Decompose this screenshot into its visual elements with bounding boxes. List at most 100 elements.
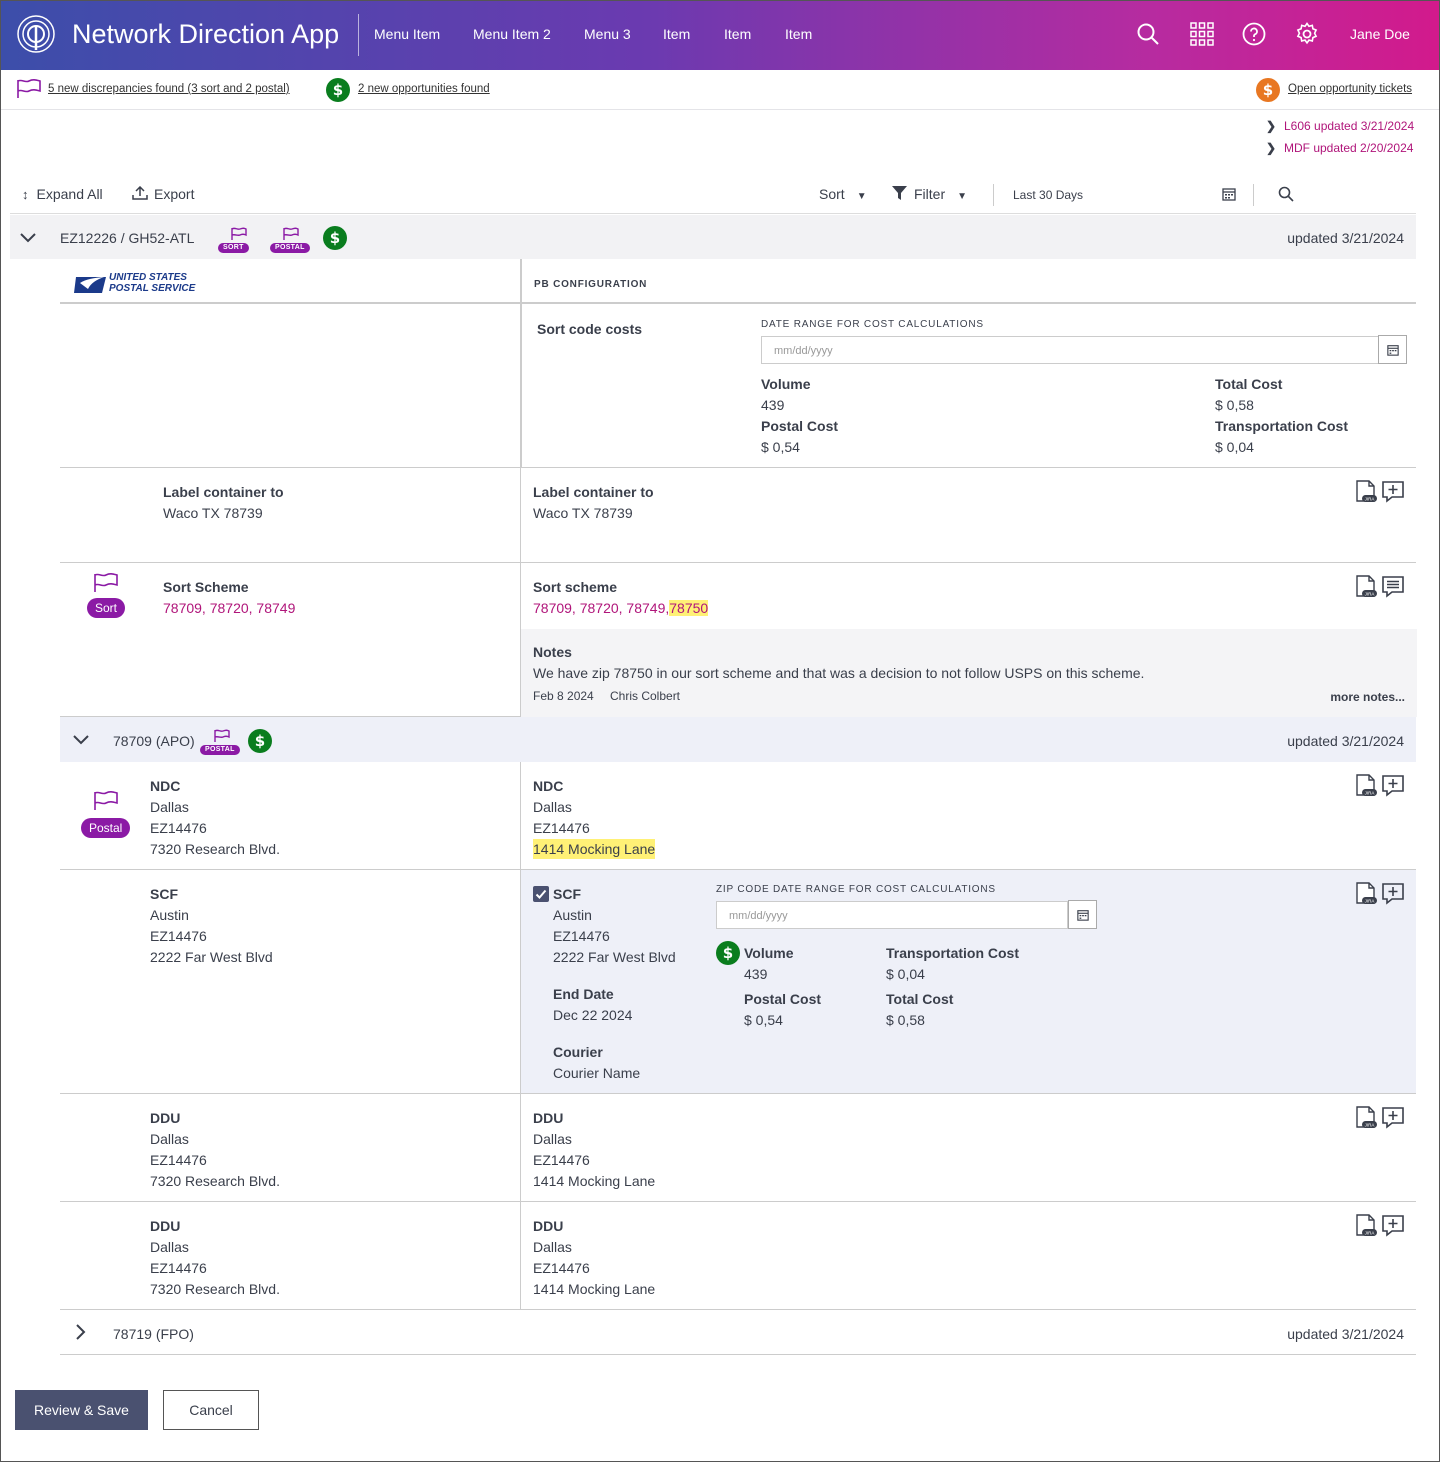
label-container-value: Waco TX 78739 — [163, 505, 263, 521]
nav-menu-item-1[interactable]: Menu Item — [374, 26, 441, 42]
apps-grid-icon[interactable] — [1190, 22, 1214, 46]
subgroup-row-78709[interactable]: 78709 (APO) POSTAL $ updated 3/21/2024 — [60, 717, 1416, 762]
jira-document-icon[interactable]: JIRA — [1355, 480, 1377, 504]
chevron-right-icon[interactable] — [73, 1324, 89, 1340]
flag-icon — [214, 729, 230, 742]
transportation-cost-value: $ 0,04 — [886, 966, 925, 982]
comment-icon[interactable] — [1382, 575, 1404, 599]
volume-label: Volume — [744, 945, 794, 961]
alerts-bar: 5 new discrepancies found (3 sort and 2 … — [0, 70, 1440, 110]
nav-menu-item-2[interactable]: Menu Item 2 — [473, 26, 551, 42]
scf-checkbox[interactable] — [533, 886, 549, 902]
scf-address: 2222 Far West Blvd — [553, 949, 676, 965]
add-comment-icon[interactable] — [1382, 882, 1404, 906]
export-button[interactable]: Export — [132, 185, 194, 202]
usps-ndc-col: Postal NDC Dallas EZ14476 7320 Research … — [60, 762, 520, 869]
calendar-icon[interactable] — [1222, 187, 1236, 201]
zip-calendar-button[interactable] — [1068, 900, 1097, 929]
jira-document-icon[interactable]: JIRA — [1355, 882, 1377, 906]
label-container-label: Label container to — [533, 484, 654, 500]
total-cost-value: $ 0,58 — [886, 1012, 925, 1028]
date-range-input[interactable]: Last 30 Days — [1013, 188, 1084, 202]
sort-dropdown[interactable]: Sort ▼ — [819, 186, 867, 202]
discrepancy-flag-icon — [17, 79, 41, 98]
pb-ndc-col: NDC Dallas EZ14476 1414 Mocking Lane JIR… — [520, 762, 1416, 869]
filter-funnel-icon — [892, 186, 907, 200]
update-link-l606[interactable]: ❯ L606 updated 3/21/2024 — [1266, 119, 1415, 133]
toolbar-divider — [1253, 184, 1254, 206]
add-comment-icon[interactable] — [1382, 774, 1404, 798]
ndc-code: EZ14476 — [533, 820, 590, 836]
ndc-label: NDC — [150, 778, 181, 794]
app-title: Network Direction App — [72, 19, 340, 49]
update-link-mdf[interactable]: ❯ MDF updated 2/20/2024 — [1266, 141, 1414, 155]
nav-menu-item-3[interactable]: Menu 3 — [584, 26, 631, 42]
discrepancies-link[interactable]: 5 new discrepancies found (3 sort and 2 … — [48, 83, 290, 95]
usps-sort-col: Sort Sort Scheme 78709, 78720, 78749 — [60, 563, 520, 716]
courier-value: Courier Name — [553, 1065, 641, 1081]
zip-date-input[interactable]: mm/dd/yyyy — [716, 901, 1068, 929]
add-comment-icon[interactable] — [1382, 1106, 1404, 1130]
jira-document-icon[interactable]: JIRA — [1355, 774, 1377, 798]
jira-document-icon[interactable]: JIRA — [1355, 1106, 1377, 1130]
scf-city: Austin — [150, 907, 189, 923]
scf-label: SCF — [553, 886, 581, 902]
jira-document-icon[interactable]: JIRA — [1355, 1214, 1377, 1238]
ddu-city: Dallas — [533, 1131, 572, 1147]
cost-date-input[interactable]: mm/dd/yyyy — [761, 336, 1379, 364]
group-row-ez12226[interactable]: EZ12226 / GH52-ATL SORT POSTAL $ updated… — [10, 215, 1416, 259]
postal-pill: POSTAL — [200, 745, 240, 755]
cancel-button[interactable]: Cancel — [163, 1390, 259, 1430]
cost-calendar-button[interactable] — [1378, 335, 1407, 364]
courier-label: Courier — [553, 1044, 603, 1060]
ddu-label: DDU — [150, 1110, 181, 1126]
subgroup-updated: updated 3/21/2024 — [1287, 1326, 1404, 1342]
ddu-address: 1414 Mocking Lane — [533, 1173, 656, 1189]
calendar-icon — [1386, 344, 1399, 356]
chevron-down-icon[interactable] — [73, 732, 89, 748]
sort-code-costs-title: Sort code costs — [537, 321, 643, 337]
filter-dropdown[interactable]: Filter ▼ — [892, 186, 967, 202]
scf-code: EZ14476 — [150, 928, 207, 944]
usps-eagle-logo-icon — [74, 277, 106, 293]
add-comment-icon[interactable] — [1382, 1214, 1404, 1238]
sort-scheme-label: Sort scheme — [533, 579, 618, 595]
subgroup-title: 78719 (FPO) — [113, 1326, 194, 1342]
nav-menu-item-5[interactable]: Item — [724, 26, 752, 42]
sort-pill: SORT — [218, 243, 249, 253]
nav-menu-item-4[interactable]: Item — [663, 26, 691, 42]
more-notes-link[interactable]: more notes... — [1330, 690, 1405, 704]
ndc-city: Dallas — [150, 799, 189, 815]
help-icon[interactable] — [1242, 22, 1266, 46]
review-save-button[interactable]: Review & Save — [15, 1390, 148, 1430]
settings-gear-icon[interactable] — [1295, 22, 1319, 46]
ddu-address: 7320 Research Blvd. — [150, 1173, 280, 1189]
volume-value: 439 — [744, 966, 768, 982]
search-icon[interactable] — [1136, 22, 1160, 46]
add-comment-icon[interactable] — [1382, 480, 1404, 504]
ddu-label: DDU — [533, 1110, 564, 1126]
nav-menu-item-6[interactable]: Item — [785, 26, 813, 42]
expand-all-button[interactable]: ↕ Expand All — [22, 186, 103, 202]
pb-scf-col: SCF Austin EZ14476 2222 Far West Blvd En… — [520, 870, 1416, 1093]
svg-text:JIRA: JIRA — [1365, 1123, 1375, 1128]
transportation-cost-value: $ 0,04 — [1215, 439, 1254, 455]
checkmark-icon — [535, 889, 547, 899]
ndc-address-highlight: 1414 Mocking Lane — [533, 839, 656, 859]
user-menu[interactable]: Jane Doe — [1350, 26, 1410, 42]
svg-text:JIRA: JIRA — [1365, 497, 1375, 502]
group-updated: updated 3/21/2024 — [1287, 230, 1404, 246]
ddu-city: Dallas — [150, 1131, 189, 1147]
opportunities-link[interactable]: 2 new opportunities found — [358, 83, 490, 95]
subgroup-row-78719[interactable]: 78719 (FPO) updated 3/21/2024 — [60, 1310, 1416, 1355]
opportunity-dollar-icon: $ — [716, 941, 740, 965]
scf-address: 2222 Far West Blvd — [150, 949, 273, 965]
subgroup-updated: updated 3/21/2024 — [1287, 733, 1404, 749]
open-tickets-link[interactable]: Open opportunity tickets — [1288, 83, 1413, 95]
total-cost-label: Total Cost — [886, 991, 954, 1007]
sort-tag: Sort — [87, 598, 126, 618]
chevron-down-icon[interactable] — [20, 230, 36, 246]
jira-document-icon[interactable]: JIRA — [1355, 575, 1377, 599]
app-logo-icon[interactable] — [16, 14, 56, 54]
search-icon[interactable] — [1278, 186, 1294, 202]
